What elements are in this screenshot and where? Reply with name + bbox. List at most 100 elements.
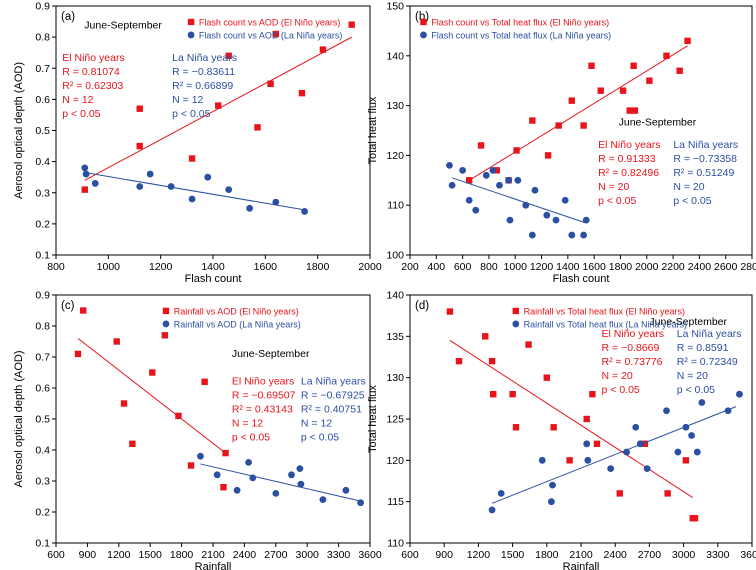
data-point [589, 391, 596, 398]
stat-heading: La Niña years [677, 328, 742, 340]
data-point [689, 515, 696, 522]
data-point [246, 204, 254, 212]
data-point [566, 457, 573, 464]
fit-line [449, 340, 693, 498]
data-point [129, 440, 136, 447]
legend-marker [162, 320, 170, 328]
stat-r2: R² = 0.73776 [602, 356, 663, 368]
data-point [267, 80, 274, 88]
data-point [146, 170, 154, 178]
x-tick-label: 2600 [714, 261, 738, 273]
data-point [113, 338, 120, 345]
data-point [493, 167, 501, 174]
stat-p: p < 0.05 [673, 195, 711, 207]
stat-r: R = 0.81074 [62, 66, 120, 78]
data-point [357, 499, 364, 507]
data-point [249, 474, 257, 482]
x-tick-label: 1500 [501, 549, 525, 561]
y-axis-label: Total heat flux [367, 385, 379, 453]
y-tick-label: 140 [386, 50, 404, 62]
data-point [619, 87, 627, 94]
fit-line [468, 45, 688, 181]
data-point [544, 152, 552, 159]
data-point [272, 30, 279, 38]
stat-p: p < 0.05 [62, 108, 100, 120]
x-tick-label: 1200 [530, 261, 554, 273]
data-point [297, 480, 305, 488]
panel-label: (d) [415, 300, 429, 312]
data-point [187, 462, 195, 469]
stat-r: R = −0.73358 [673, 153, 737, 165]
series-el_nino [81, 21, 355, 193]
chart-panel-4: 600 900 1200 1500 1800 2100 2400 2700 3000 3300 36… [367, 290, 756, 570]
y-tick-label: 0.8 [35, 321, 50, 333]
y-tick-label: 0.6 [35, 94, 50, 106]
y-tick-label: 0.4 [35, 445, 50, 457]
data-point [81, 164, 89, 172]
data-point [288, 471, 295, 479]
y-tick-label: 0.1 [35, 538, 50, 550]
y-tick-label: 115 [387, 496, 404, 508]
x-tick-label: 200 [401, 261, 419, 273]
data-point [736, 390, 743, 398]
stat-r: R = 0.91333 [598, 153, 656, 165]
legend-label: Rainfall vs AOD (La Niña years) [174, 319, 301, 329]
stat-n: N = 20 [602, 370, 633, 382]
series-el_nino [74, 307, 229, 491]
x-tick-label: 1800 [306, 261, 330, 273]
data-point [663, 52, 670, 59]
y-tick-label: 0.3 [35, 476, 50, 488]
data-point [74, 350, 82, 358]
data-point [497, 490, 505, 497]
data-point [245, 459, 252, 466]
stat-p: p < 0.05 [232, 431, 270, 443]
data-point [631, 107, 639, 114]
data-point [543, 211, 551, 219]
data-point [664, 490, 671, 497]
data-point [583, 415, 590, 423]
season-label: June-September [649, 316, 727, 328]
data-point [465, 177, 473, 184]
data-point [724, 407, 732, 415]
x-tick-label: 1800 [170, 549, 194, 561]
stat-r: R = −0.8669 [602, 342, 660, 354]
data-point [616, 490, 623, 497]
stat-n: N = 20 [673, 181, 704, 193]
x-tick-label: 800 [480, 261, 498, 273]
stat-heading: El Niño years [232, 375, 294, 387]
x-axis-label: Rainfall [563, 561, 600, 570]
x-tick-label: 3000 [672, 549, 696, 561]
x-tick-label: 2700 [264, 549, 288, 561]
data-point [482, 171, 490, 179]
data-point [91, 180, 99, 187]
y-tick-label: 0.4 [35, 156, 50, 168]
data-point [561, 196, 569, 204]
x-tick-label: 1400 [556, 261, 580, 273]
stat-n: N = 12 [232, 417, 263, 429]
data-point [528, 231, 536, 239]
data-point [676, 67, 683, 74]
x-tick-label: 2400 [688, 261, 712, 273]
data-point [584, 456, 592, 464]
x-tick-label: 1400 [201, 261, 225, 273]
x-axis-label: Flash count [185, 273, 242, 285]
season-label: June-September [84, 19, 162, 31]
x-tick-label: 900 [79, 549, 97, 561]
stat-r2: R² = 0.82496 [598, 167, 659, 179]
series-la_nina [81, 164, 308, 215]
chart-panel-1: 800 1000 1200 1400 1600 1800 2000 0.1 0.2 0.3 0.4 0… [13, 1, 382, 286]
data-point [482, 333, 489, 340]
data-point [525, 341, 532, 348]
data-point [272, 198, 280, 206]
data-point [636, 440, 644, 448]
panel-label: (c) [61, 300, 75, 312]
data-point [674, 448, 682, 456]
x-tick-label: 2200 [661, 261, 685, 273]
data-point [136, 105, 143, 112]
y-tick-label: 0.5 [35, 125, 50, 137]
stat-n: N = 12 [172, 94, 203, 106]
data-point [225, 186, 233, 194]
legend-marker [420, 31, 427, 39]
x-tick-label: 2000 [358, 261, 382, 273]
